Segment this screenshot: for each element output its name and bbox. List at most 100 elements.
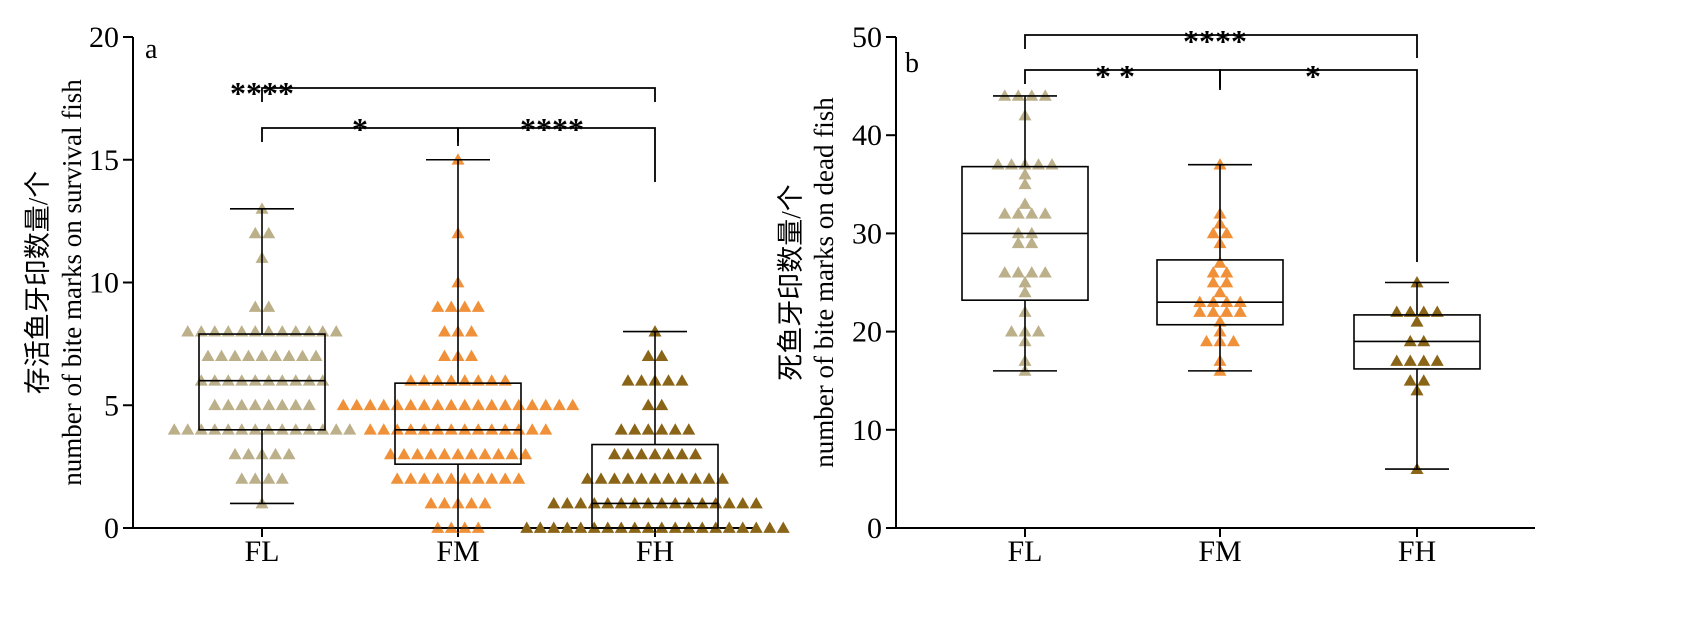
data-point-fh (1410, 276, 1424, 288)
data-point-fh (675, 374, 689, 386)
data-point-fm (411, 447, 424, 460)
data-point-fm (431, 521, 445, 533)
data-point-fl (282, 447, 296, 460)
significance-bracket: **** (230, 75, 656, 111)
data-point-fm (431, 398, 445, 411)
data-point-fm (458, 300, 472, 312)
data-point-fl (269, 447, 282, 460)
data-point-fm (1200, 334, 1213, 347)
bracket-line (261, 127, 458, 142)
data-point-fm (417, 423, 431, 435)
data-point-fh (736, 496, 750, 509)
significance-label: **** (1183, 23, 1247, 59)
panel-b: 0 10 20 30 40 50 FL FM FH b 死鱼牙印数量/个 number of bite… (776, 21, 1535, 568)
data-point-fh (695, 496, 709, 509)
data-point-fl (208, 423, 222, 435)
data-point-fh (1390, 354, 1404, 366)
data-point-fm (1206, 305, 1220, 317)
data-point-fh (635, 472, 648, 484)
data-point-fl (998, 266, 1012, 278)
data-point-fh (574, 496, 588, 509)
data-point-fl (1018, 285, 1032, 298)
data-point-fm (417, 472, 431, 484)
data-point-fh (689, 472, 702, 484)
data-point-fh (614, 496, 628, 509)
data-point-fl (201, 349, 215, 362)
data-point-fh (668, 521, 682, 533)
data-point-fh (587, 521, 601, 533)
data-point-fm (1233, 295, 1247, 308)
data-point-fh (675, 472, 689, 484)
data-point-fm (444, 521, 458, 533)
data-point-fl (221, 398, 235, 411)
data-point-fh (648, 325, 662, 337)
data-point-fl (1005, 158, 1018, 170)
data-point-fh (581, 472, 594, 484)
data-point-fl (269, 349, 282, 362)
data-point-fh (655, 349, 669, 362)
data-point-fh (749, 496, 763, 509)
data-point-fm (431, 423, 445, 435)
data-point-fm (1206, 276, 1220, 288)
bracket-line (1219, 69, 1418, 262)
data-point-fh (560, 521, 574, 533)
data-point-fh (648, 472, 662, 484)
data-point-fl (194, 374, 208, 386)
y-tick-label: 0 (867, 512, 882, 545)
data-point-fm (458, 472, 472, 484)
data-point-fh (668, 423, 682, 435)
data-point-fl (1018, 197, 1032, 209)
x-tick-label: FH (1398, 535, 1436, 568)
data-point-fh (675, 447, 689, 460)
data-point-fh (594, 472, 608, 484)
data-point-fm (485, 472, 499, 484)
data-point-fh (1410, 315, 1424, 327)
data-point-fm (498, 423, 512, 435)
data-point-fl (235, 472, 249, 484)
data-point-fl (991, 158, 1005, 170)
data-point-fm (424, 447, 438, 460)
y-axis-label-english: number of bite marks on survival fish (57, 79, 87, 486)
data-point-fl (275, 423, 289, 435)
data-point-fh (1417, 334, 1431, 347)
data-point-fl (296, 349, 309, 362)
data-point-fl (181, 423, 195, 435)
data-point-fm (525, 398, 539, 411)
significance-bracket: **** (1024, 23, 1418, 59)
y-axis-label-chinese: 存活鱼牙印数量/个 (23, 171, 53, 395)
data-point-fl (167, 423, 181, 435)
data-point-fl (316, 423, 330, 435)
data-point-fm (552, 398, 566, 411)
data-point-fl (1032, 158, 1045, 170)
data-point-fh (641, 496, 655, 509)
data-point-fh (682, 496, 696, 509)
data-point-fm (438, 349, 451, 362)
data-point-fm (1227, 334, 1240, 347)
data-point-fm (458, 521, 472, 533)
box-fm (394, 382, 522, 465)
significance-label: * (1305, 58, 1321, 94)
data-point-fh (1430, 305, 1444, 317)
data-point-fm (566, 398, 580, 411)
data-point-fm (451, 153, 465, 165)
data-point-fh (641, 423, 655, 435)
data-point-fm (498, 472, 512, 484)
data-point-fh (1417, 354, 1431, 366)
data-point-fm (512, 398, 526, 411)
data-point-fh (520, 521, 534, 533)
data-point-fm (465, 325, 478, 337)
data-point-fm (471, 423, 485, 435)
data-point-fm (1213, 158, 1227, 170)
y-tick-label: 5 (104, 389, 119, 422)
data-point-fl (1011, 89, 1025, 101)
data-point-fl (215, 349, 228, 362)
data-point-fm (1206, 266, 1220, 278)
data-point-fl (1005, 325, 1018, 337)
data-point-fm (465, 447, 478, 460)
data-point-fl (998, 89, 1012, 101)
data-point-fh (1403, 334, 1417, 347)
data-point-fl (1018, 167, 1032, 180)
data-point-fm (444, 472, 458, 484)
x-tick-label: FL (1007, 535, 1042, 568)
y-tick-label: 50 (852, 21, 882, 54)
